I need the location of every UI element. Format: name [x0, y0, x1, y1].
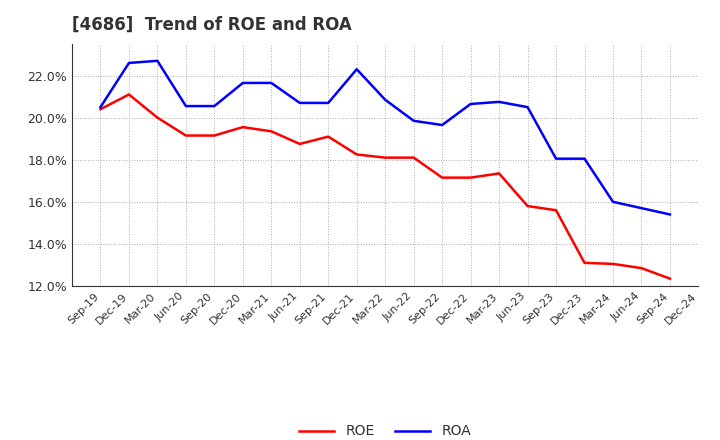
- ROA: [467, 101, 475, 106]
- ROE: [210, 133, 219, 138]
- ROA: [438, 122, 446, 128]
- ROA: [238, 80, 247, 85]
- ROE: [96, 106, 105, 112]
- ROE: [381, 155, 390, 160]
- ROA: [381, 97, 390, 103]
- ROE: [125, 92, 133, 97]
- Line: ROE: ROE: [101, 95, 670, 279]
- ROE: [552, 208, 560, 213]
- ROA: [665, 212, 674, 217]
- ROA: [295, 100, 304, 106]
- ROA: [125, 60, 133, 66]
- ROE: [523, 203, 532, 209]
- ROE: [267, 128, 276, 134]
- ROE: [580, 260, 589, 265]
- ROE: [153, 115, 162, 120]
- ROA: [552, 156, 560, 161]
- ROE: [181, 133, 190, 138]
- ROA: [580, 156, 589, 161]
- ROA: [495, 99, 503, 105]
- Text: [4686]  Trend of ROE and ROA: [4686] Trend of ROE and ROA: [72, 16, 352, 34]
- ROE: [665, 276, 674, 281]
- ROA: [153, 58, 162, 63]
- ROA: [608, 199, 617, 205]
- ROA: [637, 205, 646, 211]
- ROE: [495, 171, 503, 176]
- ROE: [352, 152, 361, 157]
- ROE: [410, 155, 418, 160]
- ROA: [210, 103, 219, 109]
- ROA: [352, 66, 361, 72]
- Line: ROA: ROA: [101, 61, 670, 214]
- ROA: [96, 104, 105, 110]
- ROA: [267, 80, 276, 85]
- ROA: [523, 104, 532, 110]
- ROE: [324, 134, 333, 139]
- ROE: [467, 175, 475, 180]
- ROE: [295, 141, 304, 147]
- ROA: [410, 118, 418, 124]
- ROA: [324, 100, 333, 106]
- ROE: [637, 265, 646, 271]
- ROE: [438, 175, 446, 180]
- Legend: ROE, ROA: ROE, ROA: [294, 419, 477, 440]
- ROE: [238, 125, 247, 130]
- ROA: [181, 103, 190, 109]
- ROE: [608, 261, 617, 267]
